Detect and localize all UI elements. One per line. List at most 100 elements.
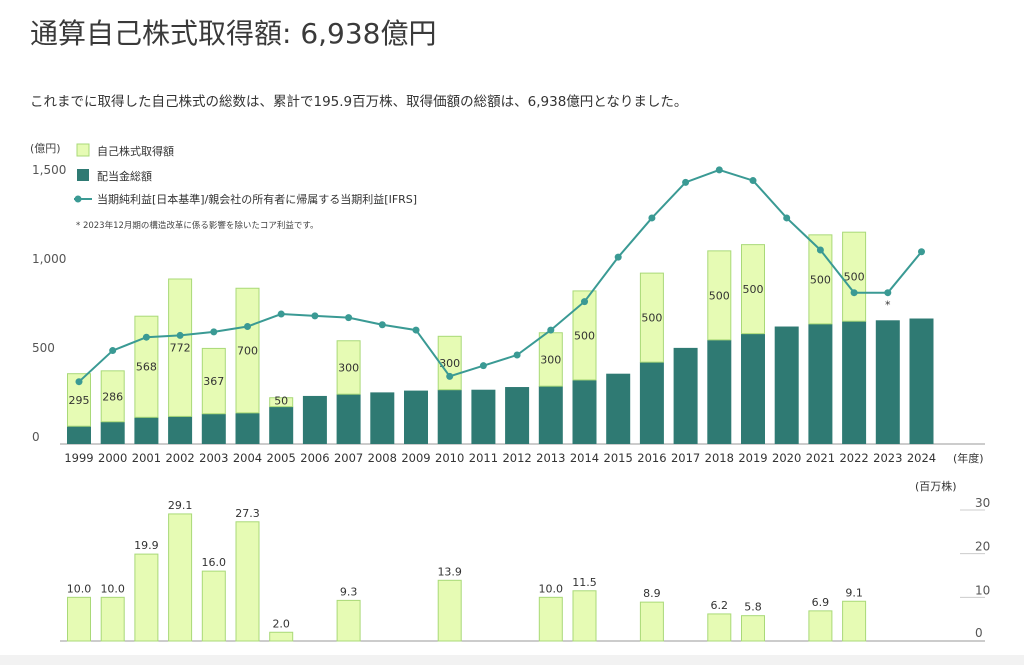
x-tick-label: 2000: [98, 451, 127, 465]
net-income-point: [918, 248, 925, 256]
lower-y-tick-label: 20: [975, 540, 990, 554]
dividend-bar: [639, 362, 664, 444]
net-income-point: [210, 328, 218, 336]
buyback-data-label: 300: [338, 361, 359, 374]
x-tick-label: 2006: [300, 451, 329, 465]
net-income-point: [513, 351, 521, 359]
shares-bar: [201, 570, 226, 642]
y-axis-unit: (億円): [30, 142, 61, 155]
shares-data-label: 13.9: [437, 565, 462, 578]
net-income-point: [581, 298, 588, 306]
shares-data-label: 16.0: [202, 556, 227, 569]
net-income-point: [715, 166, 723, 174]
net-income-point: [176, 331, 184, 339]
dividend-bar: [336, 394, 361, 444]
dividend-bar: [437, 389, 462, 444]
shares-data-label: 6.9: [812, 596, 830, 609]
buyback-bar: [336, 340, 361, 395]
buyback-bar: [741, 244, 765, 335]
net-income-point: [783, 214, 791, 222]
legend-marker-net-income: [74, 195, 82, 203]
net-income-point: [648, 214, 656, 222]
lower-y-axis-unit: (百万株): [915, 479, 957, 493]
buyback-bar: [67, 373, 91, 427]
dividend-bar: [774, 326, 799, 444]
buyback-data-label: 500: [844, 271, 865, 284]
lower-y-tick-label: 0: [975, 626, 983, 640]
shares-data-label: 2.0: [272, 617, 290, 630]
shares-data-label: 11.5: [572, 576, 597, 589]
buyback-data-label: 700: [237, 345, 258, 358]
buyback-data-label: 300: [439, 357, 460, 370]
net-income-point: [850, 289, 858, 297]
buyback-data-label: 286: [102, 390, 123, 403]
legend-label-net-income: 当期純利益[日本基準]/親会社の所有者に帰属する当期利益[IFRS]: [97, 192, 417, 206]
dividend-bar: [168, 416, 193, 444]
dividend-bar: [269, 406, 294, 444]
x-tick-label: 2007: [334, 451, 363, 465]
buyback-bar: [168, 278, 193, 417]
buyback-bar: [201, 347, 226, 415]
dividend-bar: [471, 389, 496, 444]
net-income-point: [682, 178, 690, 186]
shares-data-label: 19.9: [134, 539, 159, 552]
x-tick-label: 2010: [435, 451, 464, 465]
shares-data-label: 9.1: [845, 586, 863, 599]
dividend-bar: [673, 347, 698, 444]
net-income-point: [345, 314, 353, 322]
y-tick-label: 1,500: [32, 163, 66, 177]
shares-data-label: 10.0: [67, 582, 92, 595]
dividend-bar: [404, 390, 428, 444]
shares-data-label: 27.3: [235, 507, 260, 520]
dividend-bar: [707, 339, 732, 444]
x-tick-label: 2017: [671, 451, 700, 465]
net-income-point: [142, 333, 150, 341]
buyback-bar: [437, 335, 462, 391]
dividend-bar: [842, 321, 867, 444]
shares-bar: [572, 590, 597, 642]
x-tick-label: 2016: [637, 451, 666, 465]
legend-swatch-dividend: [77, 169, 89, 181]
footer-band: [0, 655, 1024, 665]
net-income-point: [244, 323, 251, 331]
buyback-data-label: 500: [574, 329, 595, 342]
dividend-bar: [875, 320, 900, 444]
buyback-data-label: 295: [69, 394, 90, 407]
dividend-bar: [538, 386, 563, 444]
page-title: 通算自己株式取得額: 6,938億円: [30, 17, 437, 50]
net-income-point: [412, 326, 420, 334]
dividend-bar: [909, 318, 934, 444]
shares-bar: [235, 521, 260, 642]
x-tick-label: 2024: [907, 451, 936, 465]
net-income-point: [75, 378, 83, 386]
shares-data-label: 8.9: [643, 587, 661, 600]
buyback-data-label: 772: [170, 342, 191, 355]
net-income-point: [547, 326, 555, 334]
shares-bar: [437, 579, 462, 642]
y-tick-label: 500: [32, 341, 55, 355]
x-tick-label: 2013: [536, 451, 565, 465]
shares-data-label: 6.2: [711, 599, 729, 612]
x-tick-label: 2023: [873, 451, 902, 465]
lower-y-tick-label: 10: [975, 583, 990, 597]
net-income-point: [311, 312, 319, 320]
net-income-footnote-marker: *: [885, 299, 891, 312]
y-tick-label: 1,000: [32, 252, 66, 266]
x-tick-label: 2004: [233, 451, 262, 465]
dividend-bar: [741, 333, 765, 444]
x-tick-label: 2018: [705, 451, 734, 465]
x-tick-label: 2022: [839, 451, 868, 465]
dividend-bar: [370, 392, 395, 444]
shares-data-label: 29.1: [168, 499, 193, 512]
x-tick-label: 2019: [738, 451, 767, 465]
dividend-bar: [134, 417, 159, 444]
x-tick-label: 2003: [199, 451, 228, 465]
buyback-bar: [639, 272, 664, 363]
shares-bar: [269, 631, 294, 642]
buyback-bar: [572, 290, 597, 381]
buyback-data-label: 568: [136, 361, 157, 374]
legend-label-buyback: 自己株式取得額: [97, 144, 174, 158]
x-tick-label: 2002: [165, 451, 194, 465]
dividend-bar: [235, 412, 260, 444]
net-income-point: [749, 177, 757, 185]
